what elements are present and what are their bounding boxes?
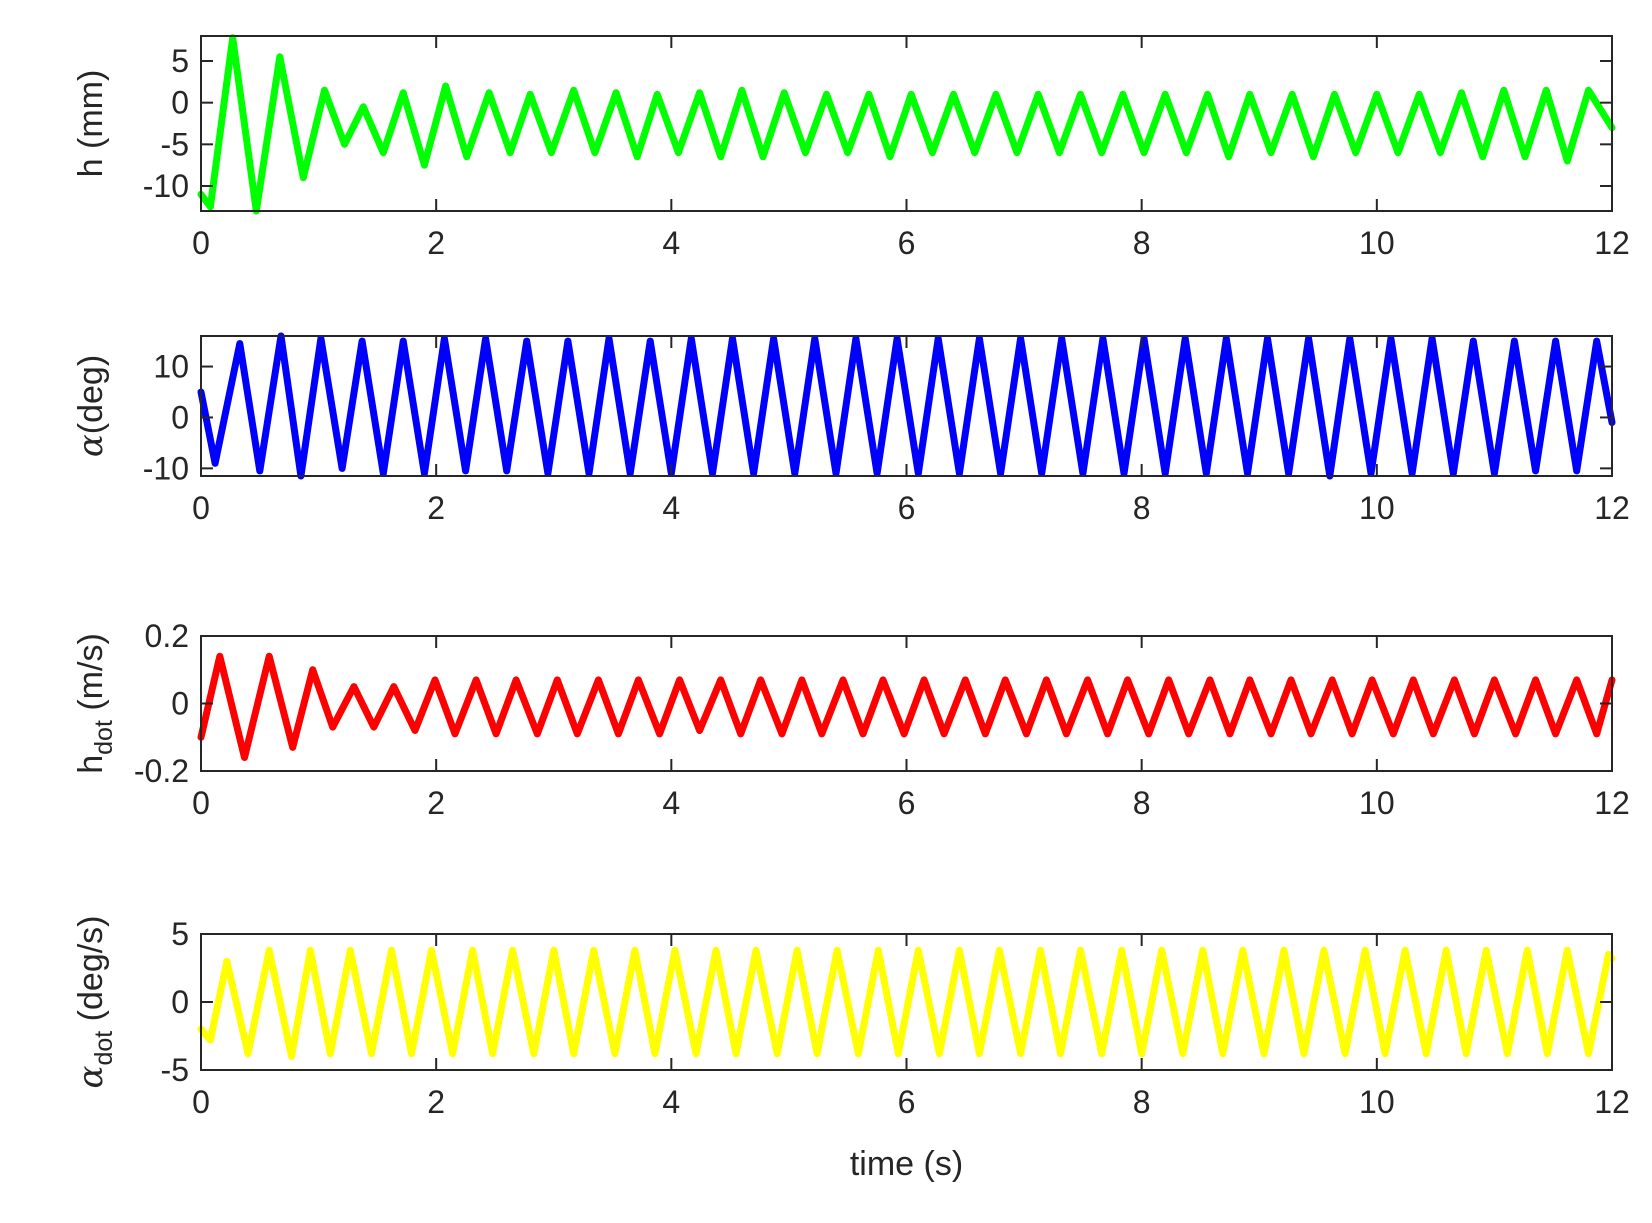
x-tick-label: 8 — [1133, 490, 1151, 526]
x-tick-label: 12 — [1594, 225, 1630, 261]
y-tick-label: 0.2 — [145, 618, 189, 654]
y-tick-label: 5 — [171, 43, 189, 79]
x-tick-label: 4 — [662, 785, 680, 821]
y-axis-label: hdot (m/s) — [72, 633, 118, 774]
x-tick-label: 2 — [427, 1084, 445, 1120]
x-tick-label: 12 — [1594, 785, 1630, 821]
x-tick-label: 4 — [662, 225, 680, 261]
series-line-2-1 — [197, 332, 1616, 480]
x-tick-label: 6 — [898, 1084, 916, 1120]
x-tick-label: 10 — [1359, 785, 1395, 821]
x-tick-label: 0 — [192, 225, 210, 261]
x-tick-label: 4 — [662, 490, 680, 526]
x-tick-label: 0 — [192, 785, 210, 821]
y-tick-label: -5 — [161, 126, 189, 162]
x-tick-label: 10 — [1359, 225, 1395, 261]
x-tick-label: 2 — [427, 225, 445, 261]
x-tick-label: 12 — [1594, 1084, 1630, 1120]
series-line-1-1 — [197, 34, 1616, 215]
y-axis-label: αdot (deg/s) — [71, 916, 118, 1089]
y-axis-label: α(deg) — [71, 355, 111, 457]
x-tick-label: 2 — [427, 490, 445, 526]
axes-frame — [200, 635, 1613, 772]
y-tick-label: 0 — [171, 399, 189, 435]
y-tick-label: 0 — [171, 85, 189, 121]
x-tick-label: 10 — [1359, 490, 1395, 526]
x-tick-label: 6 — [898, 225, 916, 261]
y-axis-label: h (mm) — [72, 70, 110, 178]
x-tick-label: 6 — [898, 490, 916, 526]
y-tick-label: 5 — [171, 916, 189, 952]
y-tick-label: -5 — [161, 1052, 189, 1088]
y-tick-label: -10 — [143, 168, 189, 204]
x-tick-label: 12 — [1594, 490, 1630, 526]
x-tick-label: 0 — [192, 490, 210, 526]
y-tick-label: 0 — [171, 686, 189, 722]
y-tick-label: 0 — [171, 984, 189, 1020]
series-line-3-1 — [197, 652, 1616, 761]
y-tick-label: -0.2 — [134, 753, 189, 789]
y-tick-label: 10 — [153, 349, 189, 385]
x-tick-label: 4 — [662, 1084, 680, 1120]
x-tick-label: 6 — [898, 785, 916, 821]
x-tick-label: 8 — [1133, 1084, 1151, 1120]
x-tick-label: 10 — [1359, 1084, 1395, 1120]
x-tick-label: 8 — [1133, 225, 1151, 261]
x-axis-label: time (s) — [850, 1145, 963, 1183]
subplot-1: 0 2 4 6 8 10 12 5 0 -5 -10 h (mm) — [72, 34, 1630, 261]
x-tick-label: 0 — [192, 1084, 210, 1120]
x-tick-label: 8 — [1133, 785, 1151, 821]
series-line-4-1 — [197, 946, 1616, 1060]
y-tick-label: -10 — [143, 450, 189, 486]
x-tick-label: 2 — [427, 785, 445, 821]
